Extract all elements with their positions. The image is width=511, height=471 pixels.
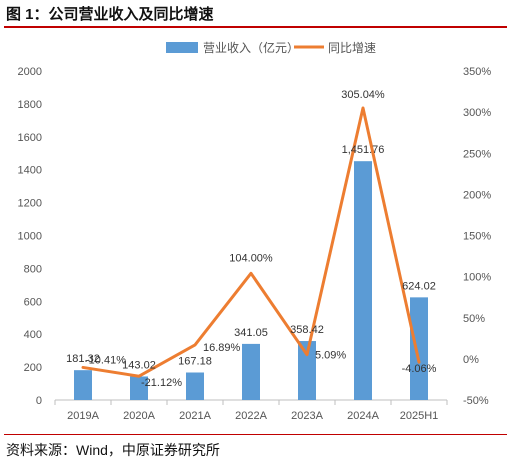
y-left-tick-label: 2000 <box>18 66 42 78</box>
legend-label-revenue: 营业收入（亿元） <box>203 40 299 55</box>
y-left-tick-label: 1800 <box>18 99 42 111</box>
revenue-bar <box>298 341 316 400</box>
growth-value-label: -4.06% <box>402 363 437 375</box>
x-tick-label: 2023A <box>291 410 323 422</box>
y-left-tick-label: 0 <box>36 395 42 407</box>
revenue-bar <box>242 343 260 400</box>
y-left-tick-label: 800 <box>24 263 42 275</box>
revenue-value-label: 624.02 <box>402 280 436 292</box>
revenue-bar <box>130 376 148 400</box>
growth-value-label: -10.41% <box>85 354 126 366</box>
growth-value-label: 16.89% <box>203 342 241 354</box>
y-right-tick-label: 250% <box>463 148 491 160</box>
revenue-bar <box>74 370 92 400</box>
x-tick-label: 2025H1 <box>400 410 439 422</box>
bar-series <box>74 161 428 400</box>
x-tick-label: 2019A <box>67 410 99 422</box>
x-tick-label: 2024A <box>347 410 379 422</box>
y-left-tick-label: 600 <box>24 296 42 308</box>
growth-value-label: 5.09% <box>315 350 346 362</box>
revenue-value-label: 358.42 <box>290 324 324 336</box>
y-left-tick-label: 1000 <box>18 231 42 243</box>
revenue-value-label: 341.05 <box>234 327 268 339</box>
axes: 0 200 400 600 800 1000 1200 1400 1600 1800 2000 -50… <box>18 66 492 422</box>
revenue-bar <box>354 161 372 400</box>
y-right-tick-label: 100% <box>463 272 491 284</box>
figure-title: 图 1：公司营业收入及同比增速 <box>6 6 214 23</box>
revenue-bar <box>186 372 204 400</box>
y-left-tick-label: 200 <box>24 362 42 374</box>
growth-line <box>81 106 421 378</box>
legend-swatch-revenue <box>166 42 198 53</box>
revenue-value-label: 143.02 <box>122 359 156 371</box>
revenue-value-label: 167.18 <box>178 355 212 367</box>
revenue-growth-chart: 营业收入（亿元） 同比增速 0 200 400 600 800 1000 1200 1400 1… <box>18 40 492 422</box>
title-rule <box>4 26 507 28</box>
x-tick-label: 2021A <box>179 410 211 422</box>
legend: 营业收入（亿元） 同比增速 <box>166 40 376 55</box>
y-right-tick-label: 350% <box>463 66 491 78</box>
x-tick-label: 2020A <box>123 410 155 422</box>
y-right-tick-label: 0% <box>463 354 479 366</box>
growth-value-label: 305.04% <box>341 89 385 101</box>
x-tick-label: 2022A <box>235 410 267 422</box>
legend-label-growth: 同比增速 <box>328 41 376 55</box>
y-left-tick-label: 1200 <box>18 198 42 210</box>
revenue-value-label: 181.32 <box>66 353 100 365</box>
y-right-tick-label: -50% <box>463 395 489 407</box>
y-right-tick-label: 200% <box>463 189 491 201</box>
y-right-tick-label: 50% <box>463 313 485 325</box>
revenue-value-label: 1,451.76 <box>342 144 385 156</box>
y-left-tick-label: 400 <box>24 329 42 341</box>
y-left-tick-label: 1600 <box>18 132 42 144</box>
source-rule <box>4 434 507 435</box>
growth-value-label: -21.12% <box>141 377 182 389</box>
y-right-tick-label: 300% <box>463 107 491 119</box>
data-labels: 181.32 143.02 167.18 341.05 358.42 1,451.76 62… <box>66 89 436 389</box>
revenue-bar <box>410 297 428 400</box>
y-left-tick-label: 1400 <box>18 165 42 177</box>
growth-value-label: 104.00% <box>229 252 273 264</box>
y-right-tick-label: 150% <box>463 231 491 243</box>
line-series <box>81 106 421 378</box>
source-note: 资料来源：Wind，中原证券研究所 <box>6 442 220 458</box>
